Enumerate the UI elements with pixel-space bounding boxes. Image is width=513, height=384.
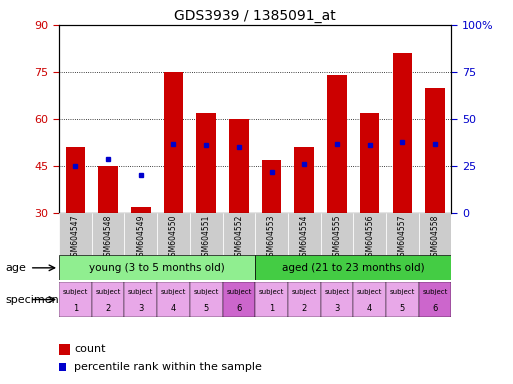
Text: 3: 3 (138, 304, 144, 313)
Text: 3: 3 (334, 304, 340, 313)
Bar (229, 119, 249, 213)
Bar (157, 213, 190, 255)
Bar (92, 213, 125, 255)
Bar (353, 282, 386, 317)
Text: 2: 2 (106, 304, 111, 313)
Bar (262, 160, 281, 213)
Bar (327, 75, 347, 213)
Bar (164, 72, 183, 213)
Text: subject: subject (161, 289, 186, 295)
Bar (196, 113, 216, 213)
Text: GSM604556: GSM604556 (365, 214, 374, 261)
Text: 4: 4 (367, 304, 372, 313)
Text: 6: 6 (432, 304, 438, 313)
Bar (223, 282, 255, 317)
Bar (157, 282, 190, 317)
Bar (419, 282, 451, 317)
Text: subject: subject (422, 289, 448, 295)
Text: aged (21 to 23 months old): aged (21 to 23 months old) (282, 263, 425, 273)
Text: 4: 4 (171, 304, 176, 313)
Text: subject: subject (357, 289, 382, 295)
Bar (59, 282, 92, 317)
Bar (255, 255, 451, 280)
Text: percentile rank within the sample: percentile rank within the sample (74, 362, 262, 372)
Text: subject: subject (128, 289, 153, 295)
Bar (92, 282, 125, 317)
Text: 2: 2 (302, 304, 307, 313)
Bar (59, 213, 92, 255)
Text: subject: subject (193, 289, 219, 295)
Bar (98, 166, 118, 213)
Text: 5: 5 (204, 304, 209, 313)
Text: 1: 1 (73, 304, 78, 313)
Text: count: count (74, 344, 106, 354)
Bar (321, 213, 353, 255)
Bar (392, 53, 412, 213)
Bar (288, 282, 321, 317)
Bar (425, 88, 445, 213)
Bar (386, 213, 419, 255)
Bar (255, 282, 288, 317)
Bar (190, 282, 223, 317)
Bar (223, 213, 255, 255)
Text: GSM604547: GSM604547 (71, 214, 80, 261)
Text: GSM604555: GSM604555 (332, 214, 342, 261)
Bar (124, 213, 157, 255)
Text: subject: subject (291, 289, 317, 295)
Bar (294, 147, 314, 213)
Bar (131, 207, 150, 213)
Text: subject: subject (390, 289, 415, 295)
Text: GSM604554: GSM604554 (300, 214, 309, 261)
Title: GDS3939 / 1385091_at: GDS3939 / 1385091_at (174, 8, 336, 23)
Text: subject: subject (95, 289, 121, 295)
Text: subject: subject (63, 289, 88, 295)
Text: subject: subject (226, 289, 251, 295)
Text: GSM604549: GSM604549 (136, 214, 145, 261)
Bar (59, 255, 255, 280)
Bar (66, 147, 85, 213)
Text: subject: subject (259, 289, 284, 295)
Text: 1: 1 (269, 304, 274, 313)
Text: young (3 to 5 months old): young (3 to 5 months old) (89, 263, 225, 273)
Text: GSM604552: GSM604552 (234, 214, 243, 261)
Text: GSM604557: GSM604557 (398, 214, 407, 261)
Text: GSM604551: GSM604551 (202, 214, 211, 261)
Bar (190, 213, 223, 255)
Text: 6: 6 (236, 304, 242, 313)
Text: GSM604553: GSM604553 (267, 214, 276, 261)
Bar (124, 282, 157, 317)
Bar (353, 213, 386, 255)
Text: subject: subject (324, 289, 350, 295)
Text: 5: 5 (400, 304, 405, 313)
Bar (386, 282, 419, 317)
Text: age: age (5, 263, 26, 273)
Text: specimen: specimen (5, 295, 59, 305)
Bar (255, 213, 288, 255)
Text: GSM604550: GSM604550 (169, 214, 178, 261)
Bar (288, 213, 321, 255)
Text: GSM604558: GSM604558 (430, 214, 440, 261)
Bar (419, 213, 451, 255)
Text: GSM604548: GSM604548 (104, 214, 112, 261)
Bar (321, 282, 353, 317)
Bar (360, 113, 380, 213)
